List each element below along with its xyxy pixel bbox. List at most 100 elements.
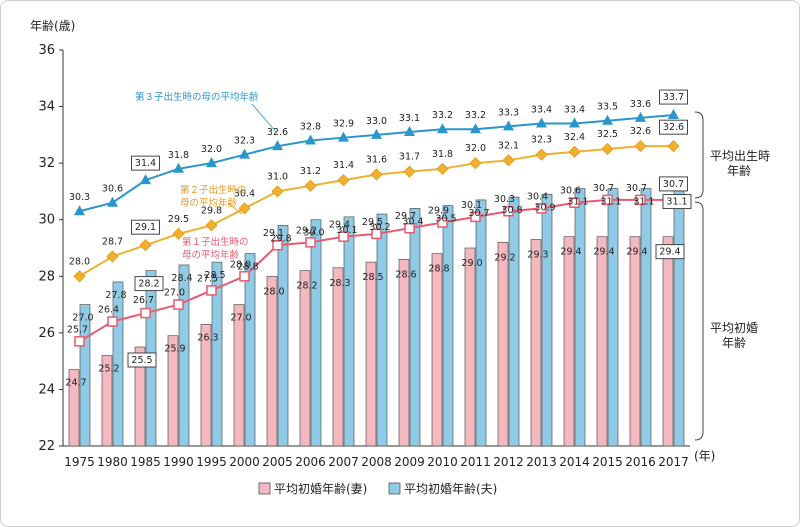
bar-label-box: [655, 244, 685, 260]
line-value-label: 29.5: [362, 217, 383, 228]
bar-wife: [398, 258, 410, 447]
bar-label-husband: 29.8: [270, 233, 291, 244]
x-tick-label: 2017: [658, 455, 689, 469]
bar-label-wife: 25.2: [98, 363, 119, 374]
marker-first-child: [635, 194, 646, 206]
line-value-label: 30.7: [663, 179, 684, 190]
bar-label-wife: 29.3: [527, 250, 548, 261]
line-value-label: 30.6: [560, 186, 581, 197]
marker-third-child: [305, 134, 316, 145]
line-value-label: 32.8: [300, 122, 321, 133]
marker-first-child: [470, 211, 481, 223]
x-axis-unit-label: (年): [694, 449, 715, 463]
line-value-label: 31.7: [399, 152, 420, 163]
legend-label-husband: 平均初婚年齢(夫): [404, 481, 497, 496]
annotation-second-leader: [227, 202, 243, 215]
line-value-label: 32.3: [234, 136, 255, 147]
legend: 平均初婚年齢(妻) 平均初婚年齢(夫): [258, 481, 497, 496]
bar-label-wife: 28.3: [329, 278, 350, 289]
x-tick-label: 2006: [295, 455, 326, 469]
line-value-label: 33.2: [465, 110, 486, 121]
bar-wife: [101, 355, 113, 447]
bar-label-wife: 28.0: [263, 286, 284, 297]
legend-swatch-husband: [388, 482, 401, 495]
bar-husband: [541, 193, 553, 447]
marker-first-child: [437, 217, 448, 228]
bar-label-wife: 25.9: [164, 344, 185, 355]
bar-wife: [596, 236, 608, 447]
bar-label-husband: 30.1: [336, 225, 357, 236]
line-value-label: 32.1: [498, 140, 519, 151]
annotation-second-child-line2: 母の平均年齢: [180, 197, 238, 209]
bar-label-wife: 24.7: [65, 378, 86, 389]
x-tick-label: 2009: [394, 455, 425, 469]
bar-wife: [497, 241, 509, 447]
marker-first-child: [503, 205, 514, 217]
line-value-label: 32.6: [663, 122, 684, 133]
line-value-label: 29.1: [135, 222, 156, 233]
line-value-label: 32.9: [333, 119, 354, 130]
bar-label-box: [662, 194, 692, 210]
annotation-first-child-line1: 第１子出生時の: [182, 236, 249, 248]
bar-label-husband: 31.1: [633, 197, 654, 208]
marker-first-child: [206, 285, 217, 296]
annotation-first-child-line2: 母の平均年齢: [182, 249, 240, 261]
bar-label-wife: 28.8: [428, 264, 449, 275]
bar-label-wife: 29.4: [560, 247, 581, 258]
bar-wife: [200, 324, 212, 447]
bar-husband: [178, 264, 190, 447]
marker-second-child: [502, 154, 515, 167]
marker-third-child: [503, 120, 514, 131]
bar-husband: [244, 253, 256, 447]
line-value-label: 31.2: [300, 166, 321, 177]
bars-layer: [68, 188, 685, 447]
line-value-label: 32.4: [564, 132, 585, 143]
bar-label-wife: 29.4: [593, 247, 614, 258]
bar-wife: [629, 236, 641, 447]
line-value-label: 32.3: [531, 135, 552, 146]
label-box: [659, 89, 688, 105]
line-value-label: 28.0: [230, 259, 251, 270]
marker-third-child: [371, 128, 382, 139]
legend-swatch-wife: [258, 482, 271, 495]
line-value-label: 27.5: [197, 273, 218, 284]
bar-husband: [409, 208, 421, 447]
bar-wife: [332, 267, 344, 447]
bar-wife: [431, 253, 443, 447]
x-tick-label: 2010: [427, 455, 458, 469]
line-value-label: 33.7: [663, 92, 684, 103]
x-tick-label: 2015: [592, 455, 623, 469]
bar-husband: [310, 219, 322, 447]
marker-third-child: [338, 131, 349, 142]
line-value-label: 33.2: [432, 110, 453, 121]
x-tick-label: 2013: [526, 455, 557, 469]
line-value-label: 31.4: [135, 158, 156, 169]
marker-second-child: [304, 179, 317, 192]
line-value-label: 29.1: [263, 228, 284, 239]
bar-label-husband: 30.8: [501, 205, 522, 216]
line-value-label: 29.5: [168, 214, 189, 225]
bar-husband: [79, 304, 91, 447]
data-labels-layer: 24.7 27.0 25.2 27.8 25.5 28.2 25.9 28.4 26.3 28.5…: [65, 89, 692, 389]
bar-husband: [607, 188, 619, 447]
label-box: [131, 219, 160, 235]
bar-wife: [266, 275, 278, 447]
bar-label-husband: 31.1: [567, 197, 588, 208]
marker-first-child: [173, 299, 184, 310]
line-value-label: 26.4: [98, 305, 119, 316]
line-value-label: 29.7: [395, 211, 416, 222]
marker-third-child: [173, 162, 184, 173]
marker-third-child: [668, 109, 679, 120]
line-value-label: 33.4: [531, 105, 552, 116]
marker-second-child: [634, 140, 647, 153]
bar-label-husband: 30.9: [534, 202, 555, 213]
bracket-birth-age: [694, 111, 704, 199]
marker-third-child: [635, 111, 646, 122]
x-tick-label: 1995: [196, 455, 227, 469]
bar-label-box: [134, 276, 164, 292]
line-value-label: 33.4: [564, 105, 585, 116]
bar-husband: [442, 205, 454, 447]
bar-husband: [112, 281, 124, 447]
line-value-label: 33.5: [597, 102, 618, 113]
